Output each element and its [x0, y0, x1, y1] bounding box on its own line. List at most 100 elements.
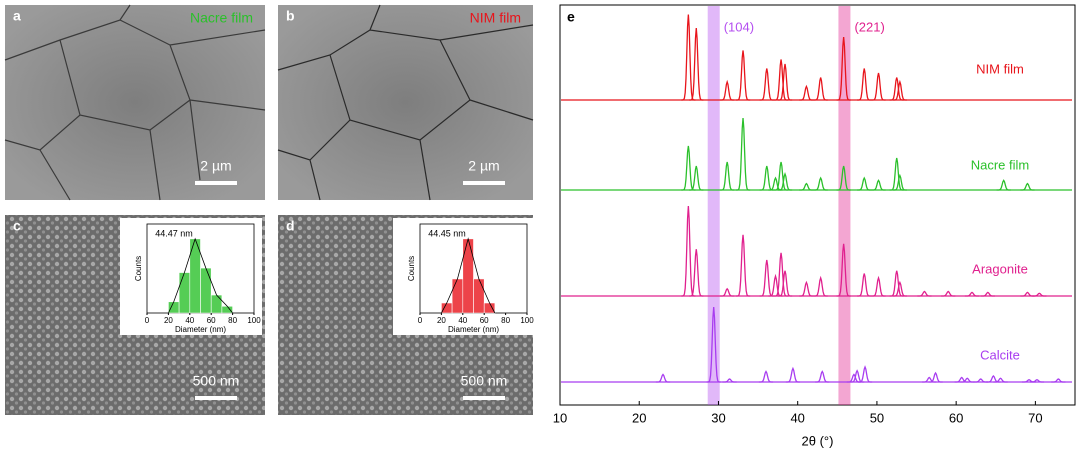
peak	[759, 68, 774, 101]
peak	[857, 273, 872, 297]
histogram-bar	[441, 302, 453, 314]
peak	[799, 84, 814, 101]
x-tick-label: 10	[553, 410, 567, 425]
scale-label: 2 µm	[200, 158, 231, 174]
peak	[720, 79, 735, 101]
peak	[836, 36, 851, 101]
peak	[892, 79, 908, 101]
peak	[849, 369, 865, 383]
series-label: Calcite	[980, 347, 1020, 362]
peak	[941, 290, 956, 297]
peak	[689, 249, 704, 297]
x-tick-label: 20	[164, 316, 173, 325]
histogram-bar	[221, 305, 233, 314]
x-tick-label: 60	[207, 316, 216, 325]
peak	[720, 287, 735, 297]
highlight-band	[838, 6, 851, 405]
histogram-bar	[462, 238, 474, 314]
panel-label: e	[567, 9, 575, 25]
peak	[871, 72, 886, 101]
panel-label: a	[13, 8, 21, 24]
image-caption: NIM film	[470, 10, 521, 26]
peak	[799, 182, 814, 191]
peak	[871, 179, 886, 191]
peak	[993, 377, 1008, 383]
peak	[996, 179, 1011, 191]
x-tick-label: 50	[870, 410, 884, 425]
peak	[813, 77, 828, 101]
peak	[735, 234, 751, 297]
x-tick-label: 40	[790, 410, 804, 425]
x-tick-label: 20	[437, 316, 446, 325]
x-tick-label: 40	[458, 316, 467, 325]
peak	[681, 14, 696, 101]
series-label: Nacre film	[971, 157, 1030, 172]
peak	[735, 117, 751, 191]
peak	[777, 63, 793, 101]
peak	[973, 378, 988, 383]
x-tick-label: 20	[632, 410, 646, 425]
peak	[773, 161, 789, 191]
peak	[889, 157, 904, 191]
peak	[1020, 182, 1035, 191]
x-tick-label: 40	[185, 316, 194, 325]
x-tick-label: 80	[501, 316, 510, 325]
annotation-label: (221)	[854, 19, 884, 34]
inset-title: 44.47 nm	[155, 228, 193, 238]
peak	[917, 290, 932, 297]
peak	[777, 270, 793, 297]
x-tick-label: 30	[711, 410, 725, 425]
peak	[706, 306, 721, 383]
x-axis-label: Diameter (nm)	[448, 325, 499, 334]
peak	[871, 275, 886, 297]
peak	[759, 165, 774, 191]
image-a	[4, 4, 266, 201]
peak	[1051, 378, 1066, 383]
image-caption: Nacre film	[190, 10, 253, 26]
histogram-bar	[200, 267, 212, 314]
plot-frame	[559, 4, 1076, 406]
x-tick-label: 70	[1028, 410, 1042, 425]
histogram-bar	[483, 302, 496, 314]
peak	[689, 27, 704, 101]
scale-label: 500 nm	[193, 373, 240, 389]
histogram-bar	[178, 272, 191, 314]
peak	[892, 173, 908, 191]
peak	[960, 377, 975, 383]
peak	[735, 50, 751, 101]
peak	[773, 59, 789, 101]
x-tick-label: 100	[247, 316, 261, 325]
y-axis-label: Counts	[134, 256, 143, 281]
x-tick-label: 0	[145, 316, 150, 325]
histogram-bar	[473, 278, 485, 314]
peak	[681, 145, 696, 191]
x-tick-label: 60	[480, 316, 489, 325]
peak	[758, 370, 774, 383]
histogram-bar	[210, 294, 223, 314]
peak	[689, 165, 704, 191]
fit-curve	[441, 237, 496, 314]
highlight-band	[707, 6, 720, 405]
x-tick-label: 80	[228, 316, 237, 325]
annotation-label: (104)	[724, 19, 754, 34]
x-axis-label: 2θ (°)	[802, 433, 834, 448]
peak	[928, 371, 943, 383]
peak	[785, 366, 801, 383]
peak	[681, 205, 696, 297]
peak	[813, 275, 828, 297]
peak	[889, 77, 904, 101]
peak	[720, 161, 735, 191]
inset-title: 44.45 nm	[428, 228, 466, 238]
y-axis-label: Counts	[407, 256, 416, 281]
panel-label: b	[286, 8, 295, 24]
series-label: NIM film	[976, 61, 1024, 76]
peak	[836, 243, 851, 297]
peak	[857, 68, 872, 101]
scale-label: 500 nm	[461, 373, 508, 389]
peak	[980, 291, 995, 297]
peak	[655, 373, 671, 383]
peak	[815, 370, 830, 383]
peak	[889, 270, 904, 297]
x-tick-label: 60	[949, 410, 963, 425]
